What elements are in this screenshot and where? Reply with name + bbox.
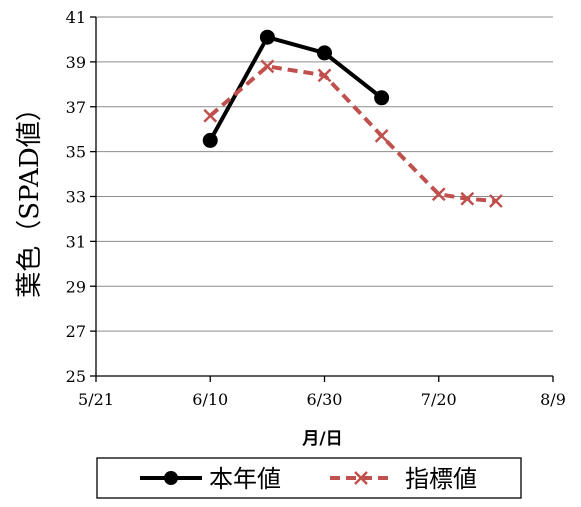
x-tick-labels: 5/21 6/10 6/30 7/20 8/9	[78, 390, 566, 409]
legend-swatch-marker	[354, 471, 368, 485]
series-lines	[202, 29, 503, 208]
y-tick-label: 35	[66, 143, 86, 162]
x-tick-label: 6/10	[192, 390, 228, 409]
data-point-marker	[460, 191, 475, 206]
data-point-marker	[317, 45, 332, 61]
data-point-marker	[374, 90, 390, 106]
data-point-marker	[202, 132, 218, 148]
y-tick-label: 37	[66, 98, 86, 117]
y-tick-label: 31	[66, 232, 86, 251]
legend-label: 指標値	[405, 465, 477, 493]
data-point-marker	[259, 29, 275, 45]
data-point-marker	[260, 59, 275, 74]
x-tick-label: 6/30	[307, 390, 343, 409]
data-point-marker	[203, 108, 218, 123]
legend-label: 本年値	[209, 465, 281, 493]
legend: 本年値 指標値	[96, 457, 522, 499]
x-tick-label: 8/9	[540, 390, 566, 409]
x-tick-label: 5/21	[78, 390, 114, 409]
legend-swatch-marker	[164, 471, 178, 485]
y-tick-label: 29	[66, 277, 86, 296]
series-line-2	[208, 64, 497, 203]
y-tick-label: 27	[66, 322, 86, 341]
y-tick-label: 39	[66, 53, 86, 72]
y-tick-label: 25	[66, 367, 86, 386]
axes	[90, 16, 554, 382]
x-axis-title: 月/日	[301, 429, 342, 449]
y-tick-label: 33	[66, 188, 86, 207]
y-tick-label: 41	[66, 8, 86, 27]
data-point-marker	[317, 68, 332, 83]
grid-lines	[96, 16, 553, 332]
data-point-marker	[488, 194, 503, 208]
x-tick-label: 7/20	[421, 390, 457, 409]
series-line-1	[208, 35, 383, 142]
y-tick-labels: 25 27 29 31 33 35 37 39 41	[66, 8, 86, 386]
data-point-marker	[431, 187, 446, 202]
y-axis-title: 葉色（SPAD値）	[15, 95, 45, 298]
data-point-marker	[374, 129, 389, 143]
